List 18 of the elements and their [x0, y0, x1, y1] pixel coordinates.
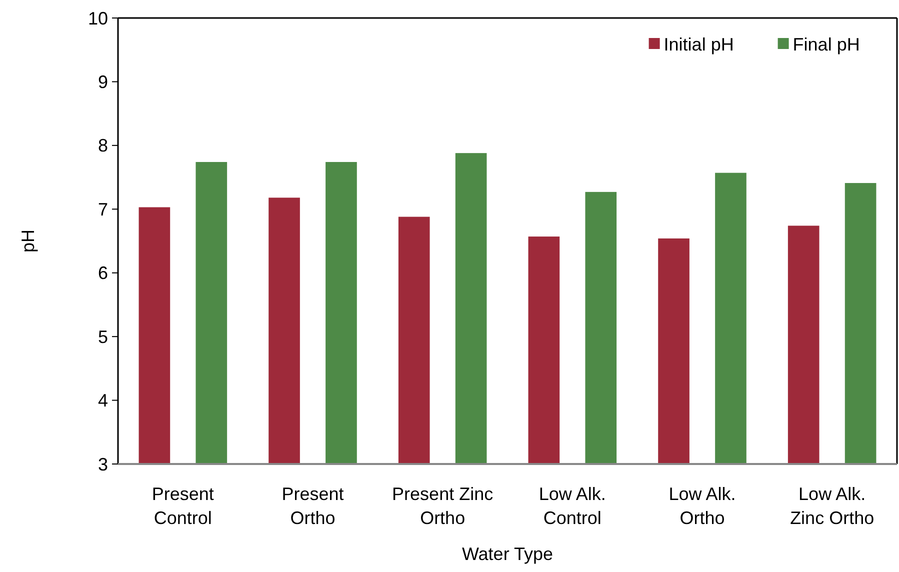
- x-tick-label: Low Alk. Ortho: [668, 484, 736, 528]
- y-tick-label: 3: [98, 454, 108, 474]
- x-tick-label: Present Control: [152, 484, 214, 528]
- y-tick-label: 8: [98, 136, 108, 156]
- x-tick-label: Low Alk. Zinc Ortho: [790, 484, 874, 528]
- y-tick-label: 10: [88, 8, 108, 28]
- y-tick-label: 9: [98, 72, 108, 92]
- x-axis-title: Water Type: [462, 544, 554, 564]
- y-axis-title: pH: [18, 229, 38, 253]
- y-tick-label: 5: [98, 326, 108, 347]
- y-tick-label: 7: [98, 199, 108, 220]
- x-tick-label: Present Zinc Ortho: [392, 484, 494, 528]
- legend-label: Final pH: [792, 34, 860, 54]
- y-tick-label: 6: [98, 263, 108, 284]
- legend-label: Initial pH: [664, 34, 734, 54]
- y-tick-label: 4: [98, 390, 108, 411]
- x-tick-label: Low Alk. Control: [538, 484, 606, 528]
- x-tick-label: Present Ortho: [282, 484, 344, 528]
